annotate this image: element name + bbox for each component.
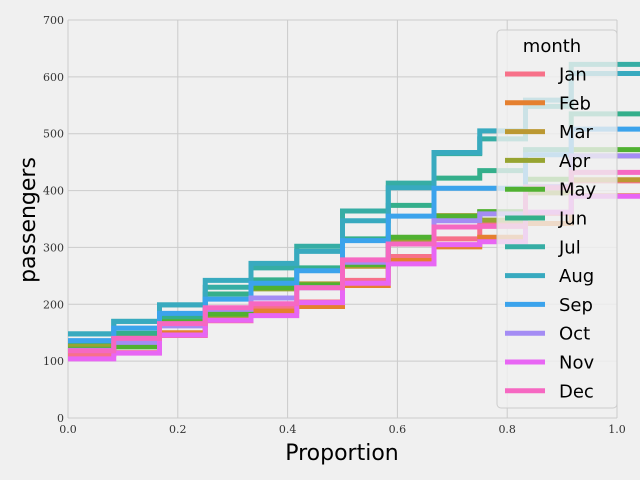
legend-label-aug: Aug (559, 266, 594, 287)
y-tick-labels: 0 100 200 300 400 500 600 700 (43, 14, 64, 425)
y-tick-label: 600 (43, 71, 64, 84)
legend-label-apr: Apr (559, 151, 591, 172)
x-tick-label: 1.0 (608, 423, 626, 436)
legend-label-jun: Jun (558, 209, 587, 230)
legend-label-may: May (559, 180, 597, 201)
y-tick-label: 300 (43, 241, 64, 254)
y-axis-label: passengers (16, 157, 41, 283)
legend-label-jul: Jul (558, 237, 581, 258)
legend-title: month (523, 36, 581, 57)
legend-label-jan: Jan (558, 65, 587, 86)
legend-label-oct: Oct (559, 324, 590, 345)
legend-label-dec: Dec (559, 381, 594, 402)
x-tick-labels: 0.0 0.2 0.4 0.6 0.8 1.0 (59, 423, 626, 436)
x-tick-label: 0.0 (59, 423, 77, 436)
legend-items: Jan Feb Mar Apr May Jun Jul Aug Sep Oct Nov Dec (505, 65, 597, 402)
y-tick-label: 100 (43, 355, 64, 368)
x-tick-label: 0.2 (169, 423, 187, 436)
legend-label-mar: Mar (559, 122, 594, 143)
y-tick-label: 400 (43, 185, 64, 198)
y-tick-label: 700 (43, 14, 64, 27)
legend-label-sep: Sep (559, 295, 593, 316)
legend: month Jan Feb Mar Apr May Jun Jul Aug Sep Oct Nov D… (496, 29, 618, 409)
y-tick-label: 200 (43, 298, 64, 311)
x-tick-label: 0.4 (279, 423, 297, 436)
y-tick-label: 0 (57, 412, 64, 425)
legend-label-feb: Feb (559, 93, 591, 114)
legend-label-nov: Nov (559, 353, 594, 374)
x-tick-label: 0.6 (389, 423, 407, 436)
x-tick-label: 0.8 (498, 423, 516, 436)
x-axis-label: Proportion (285, 441, 399, 466)
legend-box (496, 29, 618, 409)
y-tick-label: 500 (43, 128, 64, 141)
